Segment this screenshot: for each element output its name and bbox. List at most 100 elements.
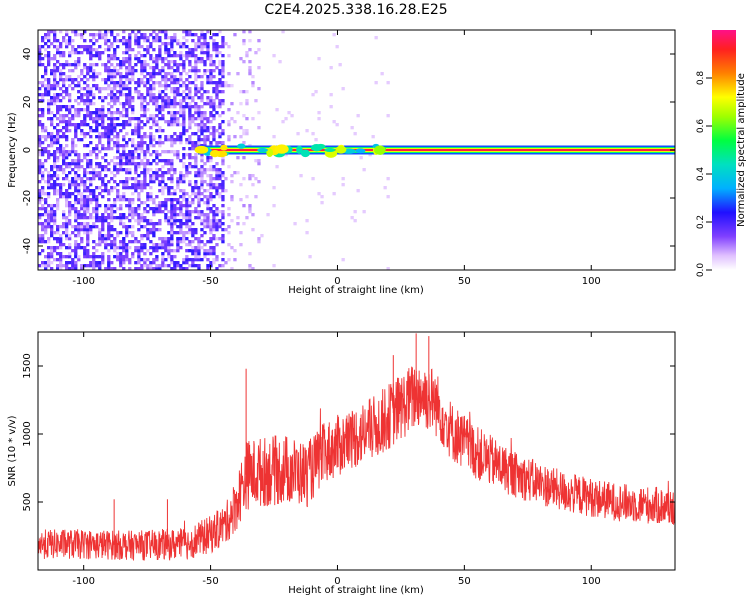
heatmap-cell — [257, 66, 261, 70]
heatmap-cell — [200, 114, 204, 118]
heatmap-cell — [80, 267, 84, 270]
heatmap-cell — [77, 225, 81, 229]
heatmap-cell — [56, 159, 60, 163]
heatmap-cell — [44, 147, 48, 151]
heatmap-cell — [383, 186, 387, 190]
heatmap-cell — [59, 243, 63, 247]
heatmap-cell — [173, 132, 177, 136]
heatmap-cell — [47, 174, 51, 178]
heatmap-cell — [143, 96, 147, 100]
heatmap-cell — [74, 48, 78, 52]
colorbar-tick-label: 0.4 — [696, 167, 706, 182]
heatmap-cell — [83, 108, 87, 112]
heatmap-cell — [164, 186, 168, 190]
heatmap-cell — [197, 111, 201, 115]
heatmap-cell — [83, 153, 87, 157]
heatmap-cell — [56, 240, 60, 244]
heatmap-cell — [170, 198, 174, 202]
heatmap-cell — [200, 132, 204, 136]
heatmap-cell — [71, 48, 75, 52]
heatmap-cell — [212, 204, 216, 208]
heatmap-cell — [89, 183, 93, 187]
heatmap-cell — [38, 45, 42, 49]
heatmap-cell — [194, 108, 198, 112]
heatmap-cell — [77, 60, 81, 64]
heatmap-cell — [41, 111, 45, 115]
heatmap-cell — [182, 195, 186, 199]
heatmap-cell — [89, 171, 93, 175]
heatmap-cell — [329, 66, 333, 70]
heatmap-cell — [134, 36, 138, 40]
heatmap-cell — [221, 84, 225, 88]
heatmap-cell — [83, 99, 87, 103]
heatmap-cell — [173, 192, 177, 196]
heatmap-cell — [188, 138, 192, 142]
heatmap-cell — [128, 54, 132, 58]
heatmap-cell — [128, 213, 132, 217]
heatmap-cell — [161, 186, 165, 190]
heatmap-cell — [56, 48, 60, 52]
heatmap-cell — [197, 114, 201, 118]
heatmap-cell — [188, 117, 192, 121]
heatmap-cell — [50, 174, 54, 178]
heatmap-cell — [122, 168, 126, 172]
heatmap-cell — [92, 54, 96, 58]
heatmap-cell — [74, 165, 78, 169]
heatmap-cell — [164, 159, 168, 163]
heatmap-cell — [92, 84, 96, 88]
heatmap-cell — [146, 171, 150, 175]
heatmap-cell — [86, 96, 90, 100]
heatmap-cell — [83, 63, 87, 67]
heatmap-cell — [86, 252, 90, 256]
heatmap-cell — [41, 123, 45, 127]
heatmap-cell — [194, 117, 198, 121]
heatmap-cell — [146, 228, 150, 232]
heatmap-cell — [182, 198, 186, 202]
heatmap-cell — [170, 228, 174, 232]
heatmap-cell — [158, 108, 162, 112]
heatmap-cell — [113, 141, 117, 145]
heatmap-cell — [71, 207, 75, 211]
heatmap-cell — [119, 243, 123, 247]
heatmap-cell — [74, 243, 78, 247]
heatmap-cell — [116, 189, 120, 193]
heatmap-cell — [125, 168, 129, 172]
heatmap-cell — [203, 189, 207, 193]
heatmap-cell — [86, 198, 90, 202]
heatmap-cell — [113, 129, 117, 133]
heatmap-cell — [236, 216, 240, 220]
heatmap-cell — [179, 51, 183, 55]
heatmap-cell — [107, 231, 111, 235]
heatmap-cell — [167, 237, 171, 241]
heatmap-cell — [146, 183, 150, 187]
heatmap-cell — [182, 216, 186, 220]
heatmap-cell — [77, 96, 81, 100]
heatmap-cell — [245, 102, 249, 106]
heatmap-cell — [62, 243, 66, 247]
heatmap-cell — [59, 234, 63, 238]
heatmap-cell — [83, 189, 87, 193]
heatmap-cell — [116, 63, 120, 67]
heatmap-cell — [101, 114, 105, 118]
heatmap-cell — [188, 162, 192, 166]
heatmap-cell — [53, 66, 57, 70]
heatmap-cell — [137, 195, 141, 199]
heatmap-cell — [158, 39, 162, 43]
heatmap-cell — [200, 48, 204, 52]
heatmap-cell — [98, 177, 102, 181]
heatmap-cell — [164, 204, 168, 208]
heatmap-cell — [56, 84, 60, 88]
heatmap-cell — [164, 120, 168, 124]
heatmap-cell — [98, 87, 102, 91]
heatmap-cell — [86, 177, 90, 181]
heatmap-cell — [71, 267, 75, 270]
heatmap-cell — [80, 183, 84, 187]
heatmap-cell — [197, 213, 201, 217]
heatmap-cell — [155, 102, 159, 106]
heatmap-cell — [197, 90, 201, 94]
heatmap-cell — [185, 105, 189, 109]
heatmap-cell — [59, 69, 63, 73]
heatmap-cell — [191, 105, 195, 109]
heatmap-cell — [386, 195, 390, 199]
heatmap-cell — [92, 252, 96, 256]
